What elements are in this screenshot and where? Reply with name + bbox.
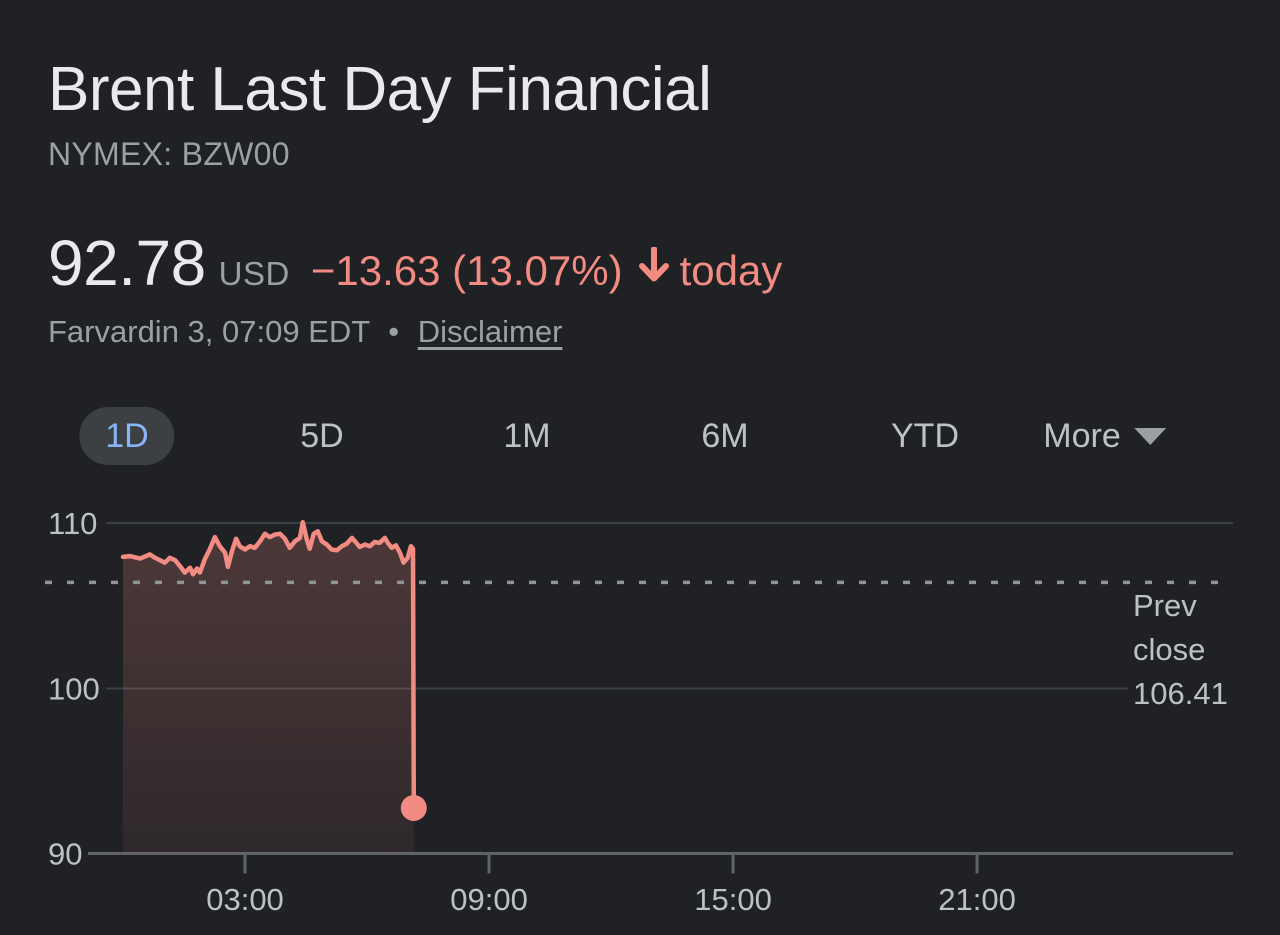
separator-dot: • xyxy=(388,314,400,349)
change-period-label: today xyxy=(679,247,783,294)
currency-label: USD xyxy=(218,255,290,292)
range-tab-6m[interactable]: 6M xyxy=(675,407,774,465)
quote-meta-row: Farvardin 3, 07:09 EDT • Disclaimer xyxy=(48,314,562,350)
range-tab-ytd[interactable]: YTD xyxy=(865,407,985,465)
disclaimer-link[interactable]: Disclaimer xyxy=(417,314,563,349)
y-axis-label: 100 xyxy=(48,672,100,707)
range-tab-5d[interactable]: 5D xyxy=(274,407,369,465)
exchange-ticker: NYMEX: BZW00 xyxy=(48,136,290,172)
y-axis-label: 110 xyxy=(48,506,97,541)
x-axis-label: 03:00 xyxy=(206,882,284,917)
range-tab-1m[interactable]: 1M xyxy=(477,407,576,465)
page-title: Brent Last Day Financial xyxy=(48,55,712,124)
quote-timestamp: Farvardin 3, 07:09 EDT xyxy=(48,314,370,349)
range-tab-1d[interactable]: 1D xyxy=(79,407,175,465)
current-price: 92.78 xyxy=(48,227,206,299)
y-axis-label: 90 xyxy=(48,837,82,872)
x-axis-label: 21:00 xyxy=(938,882,1016,917)
range-tab-label: 1D xyxy=(105,416,149,455)
x-axis-label: 09:00 xyxy=(450,882,528,917)
range-tab-label: YTD xyxy=(891,416,959,455)
quote-row: 92.78 USD −13.63 (13.07%) today xyxy=(48,226,782,300)
arrow-down-icon xyxy=(637,245,671,288)
price-change: −13.63 (13.07%) xyxy=(310,247,623,294)
price-line xyxy=(120,519,417,811)
price-area-fill xyxy=(123,522,414,853)
last-price-dot xyxy=(400,794,427,821)
x-axis-label: 15:00 xyxy=(694,882,772,917)
chevron-down-icon xyxy=(1134,427,1167,445)
range-tab-label: 1M xyxy=(503,416,551,455)
range-tab-label: More xyxy=(1043,416,1121,455)
range-tab-more[interactable]: More xyxy=(1017,407,1192,465)
range-tab-label: 5D xyxy=(300,416,344,455)
prev-close-label: Prev close 106.41 xyxy=(1133,588,1228,711)
range-tab-label: 6M xyxy=(701,416,749,455)
